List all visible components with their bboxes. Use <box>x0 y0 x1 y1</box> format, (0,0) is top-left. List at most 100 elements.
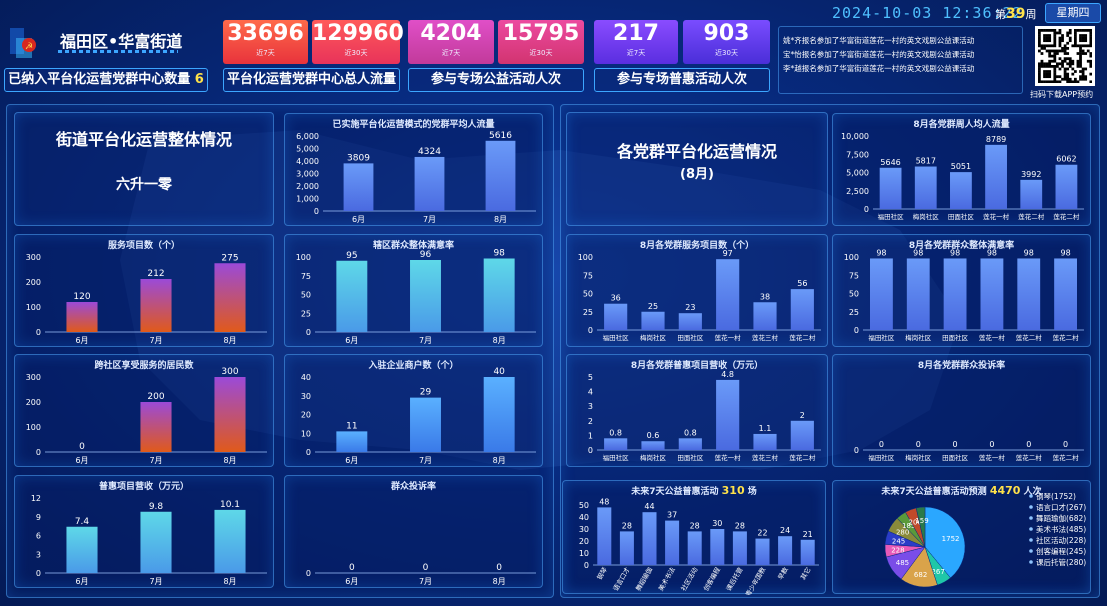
x-tick-label: 7月 <box>419 577 432 586</box>
bar <box>716 259 740 330</box>
bar <box>410 260 441 332</box>
data-label: 0.6 <box>647 431 660 440</box>
bar <box>753 302 777 330</box>
bar <box>980 258 1004 330</box>
kpi-benefit-30d: 903 近30天 <box>683 20 770 64</box>
bar <box>906 258 930 330</box>
x-tick-label: 美术书法 <box>656 565 677 592</box>
x-tick-label: 莲花三村 <box>752 453 779 462</box>
data-label: 37 <box>667 511 677 520</box>
y-tick-label: 3 <box>588 402 593 411</box>
data-label: 10.1 <box>220 500 240 510</box>
legend-marker <box>1029 560 1033 564</box>
data-label: 97 <box>723 249 733 258</box>
bar <box>665 520 680 565</box>
bar <box>879 167 902 209</box>
qr-code[interactable] <box>1035 26 1095 86</box>
y-tick-label: 50 <box>301 291 311 300</box>
x-tick-label: 梅岗社区 <box>640 333 667 342</box>
bar <box>914 166 937 209</box>
y-tick-label: 0 <box>36 328 41 337</box>
x-tick-label: 莲花一村 <box>983 212 1010 221</box>
data-label: 120 <box>73 292 90 302</box>
pie-value-label: 485 <box>896 559 909 567</box>
x-tick-label: 8月 <box>494 215 507 224</box>
bar <box>604 303 628 330</box>
y-tick-label: 25 <box>849 308 859 317</box>
data-label: 36 <box>611 294 621 303</box>
data-label: 2 <box>800 411 805 420</box>
legend-marker <box>1029 505 1033 509</box>
x-tick-label: 莲花三村 <box>752 333 779 342</box>
x-tick-label: 其它 <box>798 566 812 582</box>
x-tick-label: 梅岗社区 <box>640 453 667 462</box>
x-tick-label: 田面社区 <box>948 212 975 221</box>
bar <box>619 531 634 565</box>
x-tick-label: 莲花一村 <box>715 453 742 462</box>
data-label: 98 <box>913 248 923 257</box>
y-tick-label: 50 <box>583 290 593 299</box>
left-title-box <box>14 112 274 226</box>
y-tick-label: 4 <box>588 388 593 397</box>
y-tick-label: 300 <box>26 253 41 262</box>
y-tick-label: 6 <box>36 532 41 541</box>
chart-complaint: 群众投诉率 0 0 6月 0 7月 0 8月 <box>284 475 543 588</box>
y-tick-label: 200 <box>26 398 41 407</box>
data-label: 5616 <box>489 131 512 141</box>
x-tick-label: 早教 <box>776 565 791 581</box>
y-tick-label: 75 <box>849 271 859 280</box>
x-tick-label: 莲花二村 <box>789 453 816 462</box>
y-tick-label: 75 <box>301 272 311 281</box>
svg-text:☭: ☭ <box>25 42 33 52</box>
y-tick-label: 100 <box>26 303 41 312</box>
data-label: 56 <box>797 279 807 288</box>
data-label: 1.1 <box>759 424 772 433</box>
bar <box>336 260 368 332</box>
y-tick-label: 30 <box>301 392 311 401</box>
data-label: 23 <box>685 303 695 312</box>
bar <box>483 258 515 332</box>
y-tick-label: 0 <box>588 326 593 335</box>
bar <box>687 531 702 565</box>
data-label: 0 <box>916 440 921 449</box>
data-label: 28 <box>690 521 700 530</box>
x-tick-label: 6月 <box>75 577 88 586</box>
y-tick-label: 25 <box>583 308 593 317</box>
y-tick-label: 2,500 <box>846 187 869 196</box>
x-tick-label: 莲花二村 <box>789 333 816 342</box>
chart-benefit-revenue: 普惠项目营收（万元） 12 9 6 3 0 7.4 6月 9.8 7月 10.1 8月 <box>14 475 274 588</box>
data-label: 25 <box>648 302 658 311</box>
y-tick-label: 25 <box>301 309 311 318</box>
data-label: 96 <box>420 250 432 260</box>
y-tick-label: 50 <box>849 290 859 299</box>
qr-caption: 扫码下载APP预约 <box>1030 90 1094 99</box>
data-label: 48 <box>599 497 609 506</box>
x-tick-label: 莲花二村 <box>1053 453 1080 462</box>
x-tick-label: 语言口才 <box>611 565 632 592</box>
bar <box>1017 258 1041 330</box>
y-tick-label: 300 <box>26 373 41 382</box>
data-label: 44 <box>644 502 654 511</box>
data-label: 98 <box>876 248 886 257</box>
pie-value-label: 267 <box>931 568 944 576</box>
y-tick-label: 2,000 <box>296 182 319 191</box>
x-tick-label: 青少年国教 <box>743 565 767 595</box>
y-tick-label: 0 <box>588 446 593 455</box>
bar <box>483 377 515 452</box>
y-tick-label: 4,000 <box>296 157 319 166</box>
bar <box>641 441 665 450</box>
data-label: 0 <box>79 442 85 452</box>
bar <box>642 512 657 565</box>
data-label: 275 <box>221 253 238 263</box>
data-label: 98 <box>493 249 505 259</box>
x-tick-label: 8月 <box>223 336 236 345</box>
y-tick-label: 3 <box>36 550 41 559</box>
chart-community-complaint: 8月各党群群众投诉率 0 0 福田社区 0 梅岗社区 0 田面社区 0 莲花一村 0 莲花二村 0 莲花二… <box>832 354 1091 467</box>
legend-marker <box>1029 549 1033 553</box>
data-label: 0 <box>423 563 429 573</box>
data-label: 5051 <box>951 162 971 171</box>
pie-value-label: 159 <box>915 517 928 525</box>
y-tick-label: 40 <box>301 373 311 382</box>
data-label: 8789 <box>986 135 1006 144</box>
